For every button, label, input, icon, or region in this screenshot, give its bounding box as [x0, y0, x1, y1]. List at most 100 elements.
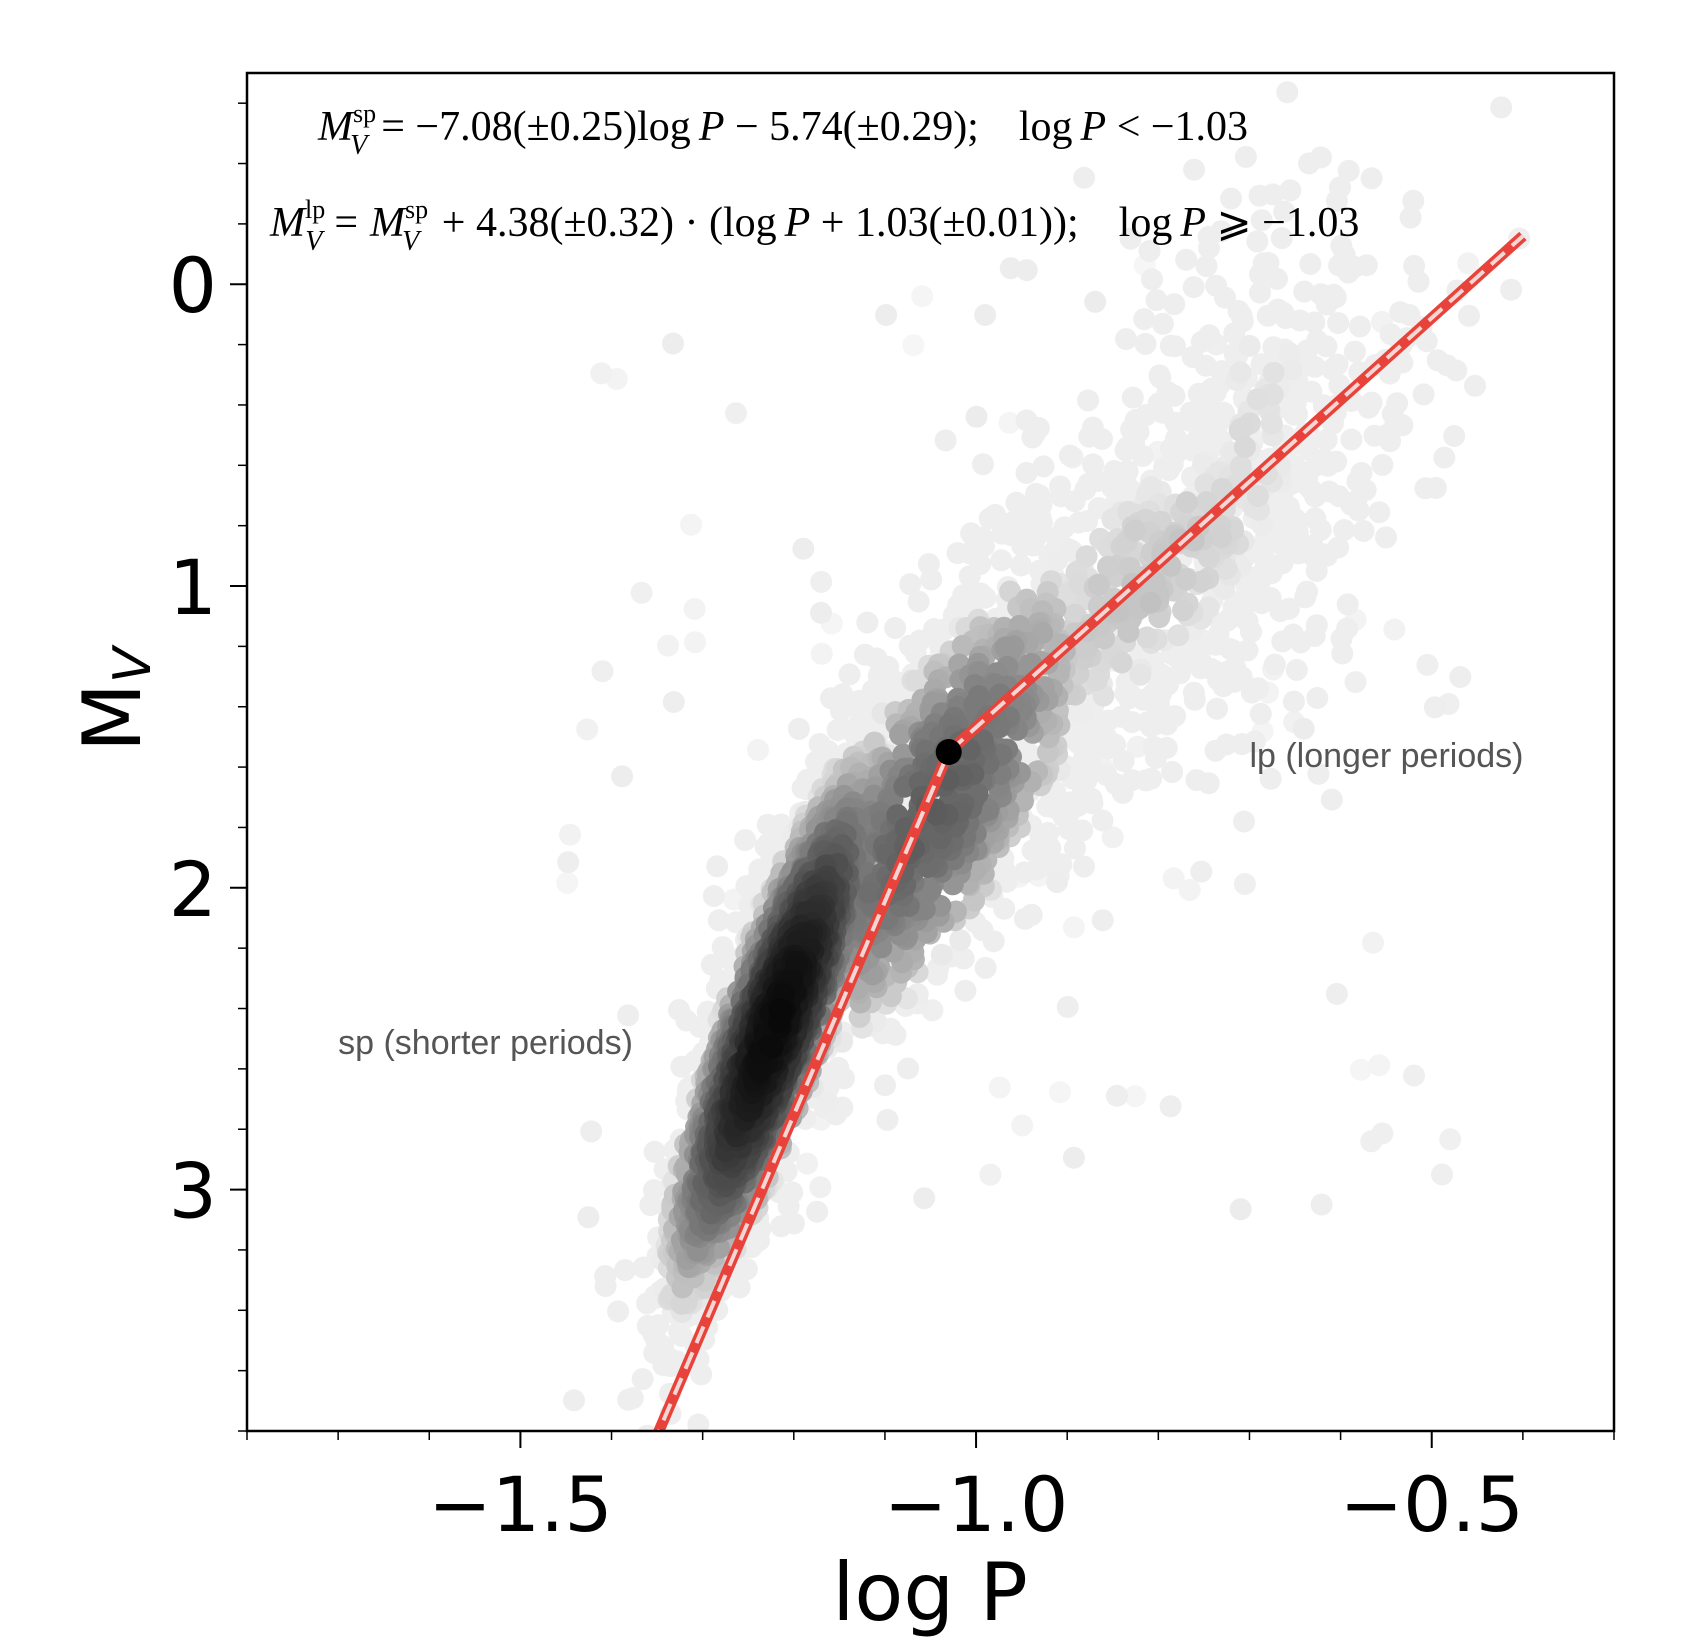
scatter-point — [787, 717, 810, 740]
scatter-point — [1247, 485, 1269, 507]
scatter-point — [1077, 389, 1100, 412]
scatter-point — [1303, 311, 1326, 334]
scatter-point — [1283, 507, 1306, 530]
scatter-point — [1071, 819, 1094, 842]
scatter-point — [643, 1140, 666, 1163]
scatter-point — [1412, 383, 1435, 406]
scatter-point — [1120, 711, 1143, 734]
scatter-point — [1307, 762, 1330, 785]
scatter-point — [768, 998, 791, 1021]
scatter-point — [1157, 673, 1180, 696]
scatter-point — [1005, 491, 1028, 514]
scatter-point — [1065, 699, 1088, 722]
scatter-point — [1190, 860, 1213, 883]
scatter-point — [1084, 290, 1107, 313]
scatter-point — [728, 1276, 751, 1299]
eq2-eq-sign: = — [334, 200, 358, 246]
scatter-point — [1234, 436, 1256, 459]
scatter-point — [1078, 425, 1101, 448]
scatter-point — [810, 601, 832, 624]
scatter-point — [889, 723, 912, 746]
scatter-point — [1310, 1193, 1333, 1216]
eq1-cond-var: P — [1080, 104, 1107, 150]
scatter-point — [1167, 624, 1190, 647]
eq2-lhs-sup: lp — [305, 195, 325, 224]
eq2-rhs-var: P — [784, 200, 811, 246]
scatter-point — [1490, 96, 1513, 119]
scatter-point — [1198, 324, 1221, 347]
scatter-point — [1327, 485, 1350, 508]
scatter-point — [1303, 355, 1326, 378]
scatter-point — [1276, 81, 1299, 104]
scatter-point — [979, 1163, 1002, 1186]
scatter-point — [1163, 293, 1186, 316]
scatter-point — [816, 1091, 839, 1113]
scatter-point — [875, 304, 898, 326]
scatter-point — [1368, 501, 1391, 524]
scatter-point — [810, 642, 833, 665]
scatter-point — [1136, 711, 1159, 734]
scatter-point — [1145, 747, 1167, 769]
scatter-point — [1285, 658, 1308, 681]
y-axis-title-sub: V — [103, 644, 163, 683]
scatter-point — [617, 1004, 640, 1027]
scatter-point — [1030, 494, 1053, 517]
scatter-point — [1261, 183, 1284, 206]
y-axis-title: MV — [66, 644, 163, 752]
scatter-point — [1269, 600, 1292, 623]
scatter-point — [1352, 520, 1375, 542]
equation-1: Msp V = −7.08(±0.25)log P − 5.74(±0.29); log… — [317, 99, 1248, 161]
scatter-point — [1136, 626, 1158, 649]
scatter-point — [1433, 446, 1456, 469]
scatter-point — [1282, 690, 1305, 713]
plot-frame — [245, 71, 1616, 1433]
scatter-point — [982, 930, 1005, 953]
scatter-point — [1220, 187, 1243, 210]
scatter-point — [1058, 444, 1081, 467]
scatter-point — [1360, 1130, 1383, 1153]
scatter-point — [1073, 747, 1096, 770]
scatter-point — [1448, 42, 1470, 64]
scatter-point — [1020, 903, 1043, 926]
scatter-point — [1085, 669, 1108, 691]
scatter-point — [630, 581, 653, 604]
scatter-point — [1133, 308, 1156, 331]
scatter-point — [1305, 559, 1328, 582]
scatter-point — [1327, 312, 1350, 334]
scatter-point — [1221, 639, 1244, 662]
scatter-point — [1015, 259, 1038, 282]
eq2-mid-var: M — [369, 200, 407, 246]
scatter-point — [930, 943, 953, 966]
scatter-point — [1175, 248, 1198, 271]
scatter-point — [1458, 304, 1480, 327]
scatter-point — [1541, 73, 1550, 74]
scatter-point — [1031, 512, 1053, 534]
scatter-point — [1194, 473, 1217, 496]
y-tick-label: 0 — [169, 241, 217, 330]
scatter-point — [1182, 681, 1205, 704]
scatter-point — [1234, 592, 1257, 615]
scatter-point — [1159, 1095, 1182, 1118]
scatter-point — [761, 1036, 784, 1059]
scatter-point — [734, 829, 757, 852]
scatter-point — [1250, 209, 1273, 232]
scatter-point — [1240, 681, 1263, 704]
scatter-point — [1299, 253, 1322, 275]
scatter-point — [617, 1388, 640, 1411]
scatter-point — [826, 719, 849, 741]
scatter-point — [796, 1152, 819, 1175]
scatter-point — [1082, 453, 1104, 476]
scatter-point — [683, 598, 706, 620]
scatter-point — [1346, 470, 1369, 493]
fit-line-dash — [656, 234, 1525, 1431]
scatter-point — [1449, 666, 1472, 688]
scatter-point — [1115, 328, 1137, 351]
scatter-point — [971, 453, 994, 476]
scatter-point — [1183, 158, 1206, 181]
scatter-point — [690, 1363, 713, 1386]
scatter-point — [1198, 237, 1220, 259]
scatter-point — [1075, 724, 1098, 747]
scatter-point — [631, 1368, 654, 1391]
fit-line-group — [652, 231, 1527, 1431]
eq1-rhs2: − 5.74(±0.29); — [724, 104, 978, 150]
